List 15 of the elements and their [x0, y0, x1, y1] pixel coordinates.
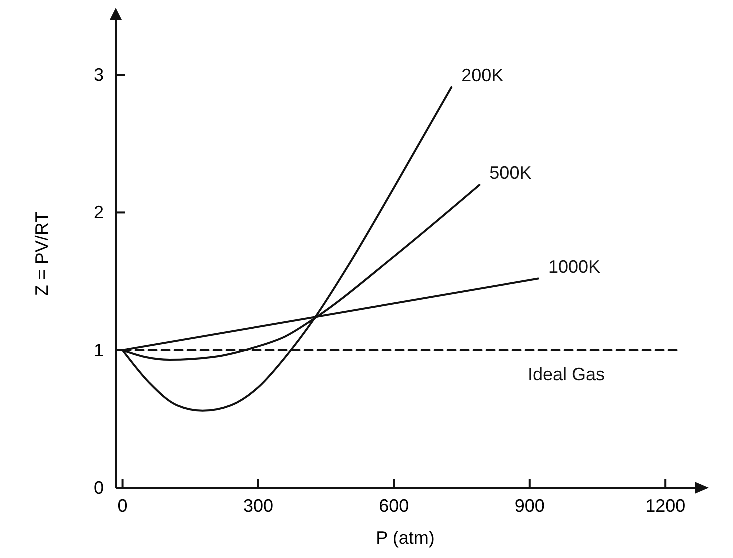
x-tick-label: 1200 — [646, 496, 686, 516]
series-label: 500K — [490, 163, 532, 184]
series-label: 1000K — [548, 256, 601, 277]
y-tick-label: 2 — [94, 202, 104, 223]
x-tick-label: 0 — [118, 496, 128, 516]
x-tick-label: 600 — [379, 496, 410, 516]
series-label: Ideal Gas — [528, 364, 606, 384]
y-tick-label: 3 — [94, 65, 104, 86]
y-axis-title: Z = PV/RT — [32, 212, 52, 296]
x-axis-title: P (atm) — [376, 528, 435, 548]
y-tick-label: 1 — [94, 340, 104, 360]
x-tick-label: 300 — [243, 496, 274, 516]
y-tick-label: 0 — [94, 478, 104, 498]
x-tick-label: 900 — [514, 496, 545, 516]
series-label: 200K — [462, 65, 504, 86]
